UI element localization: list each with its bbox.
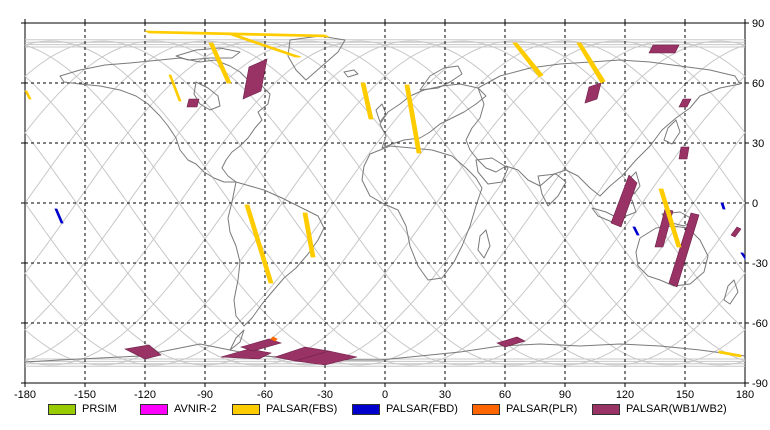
y-tick-label: -60 — [752, 318, 768, 330]
legend-swatch-palsar-fbs — [232, 404, 260, 415]
y-tick-label: 90 — [752, 18, 764, 30]
legend-label-palsar-wb: PALSAR(WB1/WB2) — [626, 403, 727, 415]
coast-new-zealand — [723, 279, 739, 305]
legend-swatch-palsar-plr — [472, 404, 500, 415]
swath-palsar-fbs — [168, 74, 182, 102]
swath-palsar-wb1-wb2 — [186, 98, 200, 108]
legend-label-prsim: PRSIM — [82, 403, 117, 415]
legend-swatch-palsar-fbd — [352, 404, 380, 415]
swath-palsar-wb1-wb2 — [648, 44, 680, 54]
swath-palsar-wb1-wb2 — [239, 338, 283, 352]
legend-label-palsar-plr: PALSAR(PLR) — [506, 403, 578, 415]
swath-palsar-fbs — [718, 350, 742, 358]
swath-palsar-fbs — [208, 42, 232, 84]
swath-palsar-wb1-wb2 — [496, 336, 526, 348]
x-tick-label: -120 — [134, 389, 156, 401]
y-tick-label: 0 — [752, 198, 758, 210]
x-tick-label: 120 — [616, 389, 634, 401]
swath-palsar-wb1-wb2 — [668, 212, 700, 288]
legend-label-palsar-fbs: PALSAR(FBS) — [266, 403, 338, 415]
coast-africa — [361, 145, 483, 281]
x-tick-label: 0 — [382, 389, 388, 401]
x-tick-label: -90 — [197, 389, 213, 401]
coast-arctic-islands — [175, 47, 241, 61]
legend-label-avnir2: AVNIR-2 — [174, 403, 217, 415]
x-tick-label: -150 — [74, 389, 96, 401]
x-tick-label: 150 — [676, 389, 694, 401]
x-tick-label: 30 — [439, 389, 451, 401]
coast-arabia — [475, 157, 509, 185]
swath-palsar-fbd — [632, 226, 640, 236]
coast-madagascar — [477, 229, 491, 259]
x-tick-label: 180 — [736, 389, 754, 401]
swath-palsar-fbs — [224, 32, 302, 58]
x-tick-label: -180 — [14, 389, 36, 401]
y-tick-label: 60 — [752, 78, 764, 90]
swath-palsar-wb1-wb2 — [242, 58, 268, 100]
swath-palsar-wb1-wb2 — [678, 146, 690, 160]
coast-south-america — [227, 181, 325, 327]
swath-palsar-plr — [270, 336, 278, 342]
swath-palsar-fbs — [576, 42, 606, 84]
coast-asia — [465, 59, 741, 197]
swath-palsar-fbs — [144, 30, 330, 38]
swath-palsar-fbs — [512, 42, 544, 78]
swath-palsar-fbs — [404, 84, 422, 154]
x-tick-label: 90 — [559, 389, 571, 401]
y-tick-label: 30 — [752, 138, 764, 150]
swath-palsar-wb1-wb2 — [678, 98, 692, 108]
swath-palsar-fbs — [24, 90, 32, 100]
observation-swaths — [24, 30, 746, 366]
swath-palsar-fbs — [302, 212, 316, 258]
swath-palsar-fbd — [720, 202, 726, 210]
x-tick-label: 60 — [499, 389, 511, 401]
x-tick-label: -30 — [317, 389, 333, 401]
y-tick-label: -30 — [752, 258, 768, 270]
coast-japan — [663, 119, 681, 145]
swath-palsar-wb1-wb2 — [220, 348, 272, 360]
coast-antarctic-peninsula — [229, 329, 245, 351]
swath-palsar-fbd — [740, 252, 746, 261]
legend-swatch-palsar-wb — [592, 404, 620, 415]
coast-india — [537, 173, 567, 207]
legend-swatch-prsim — [48, 404, 76, 415]
x-tick-label: -60 — [257, 389, 273, 401]
coast-europe — [379, 83, 487, 149]
x-axis-labels: -180 -150 -120 -90 -60 -30 0 30 60 90 120 150 180 — [14, 389, 754, 401]
legend: PRSIM AVNIR-2 PALSAR(FBS) PALSAR(FBD) PA… — [48, 402, 768, 420]
coast-scandinavia — [419, 65, 463, 91]
coast-hudson-bay — [193, 81, 221, 111]
graticule — [25, 23, 745, 383]
swath-palsar-fbs — [244, 204, 274, 284]
swath-palsar-wb1-wb2 — [730, 226, 742, 238]
swath-palsar-fbs — [360, 82, 374, 120]
legend-label-palsar-fbd: PALSAR(FBD) — [386, 403, 458, 415]
coast-north-america — [59, 57, 271, 183]
axis-ticks — [21, 19, 749, 387]
coast-iceland — [343, 69, 359, 78]
swath-palsar-wb1-wb2 — [294, 350, 358, 366]
swath-palsar-fbs — [658, 188, 682, 248]
y-tick-label: -90 — [752, 378, 768, 390]
y-axis-labels: 90 60 30 0 -30 -60 -90 — [752, 18, 768, 390]
legend-swatch-avnir2 — [140, 404, 168, 415]
swath-palsar-fbd — [54, 208, 64, 224]
coast-great-britain — [375, 103, 387, 123]
swath-palsar-wb1-wb2 — [610, 174, 638, 228]
swath-palsar-wb1-wb2 — [124, 344, 162, 360]
